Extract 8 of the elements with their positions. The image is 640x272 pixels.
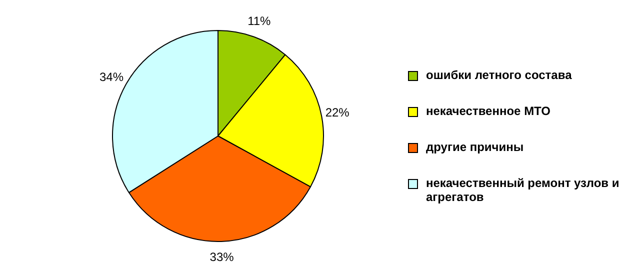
data-label: 34% (100, 70, 124, 84)
legend-label: другие причины (426, 140, 524, 154)
legend-label: ошибки летного состава (426, 68, 572, 82)
data-label: 22% (325, 106, 350, 120)
legend-label: некачественный ремонт узлов и агрегатов (426, 176, 620, 204)
legend-label: некачественное МТО (426, 104, 550, 118)
data-label: 11% (248, 14, 272, 28)
data-label: 33% (210, 250, 234, 264)
